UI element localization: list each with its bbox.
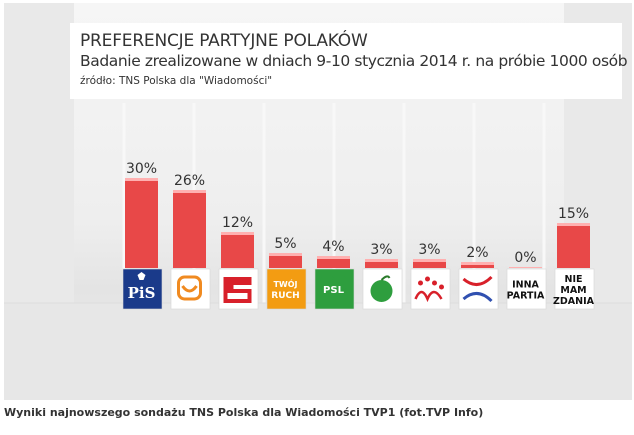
bar-chart: 30% PiS 26% 12% 5% TWÓJ RUCH 4% PSL 3% 3% 2% 0% INNAP… [122, 161, 595, 310]
chart-source: źródło: TNS Polska dla "Wiadomości" [80, 75, 273, 87]
bar-6 [413, 259, 446, 268]
bar-top-highlight-3 [269, 253, 302, 256]
value-label-6: 3% [418, 242, 440, 258]
po-logo [170, 268, 211, 310]
ruch-narodowy-logo [410, 268, 451, 310]
image-caption: Wyniki najnowszego sondażu TNS Polska dl… [4, 406, 484, 419]
bar-top-highlight-9 [557, 223, 590, 226]
value-label-8: 0% [514, 250, 536, 266]
value-label-2: 12% [222, 215, 253, 231]
value-label-9: 15% [558, 206, 589, 222]
chart-title: PREFERENCJE PARTYJNE POLAKÓW [80, 31, 368, 51]
value-label-1: 26% [174, 173, 205, 189]
value-label-5: 3% [370, 242, 392, 258]
twoj-ruch-logo: TWÓJ RUCH [266, 268, 307, 310]
bar-top-highlight-7 [461, 262, 494, 265]
svg-text:PSL: PSL [323, 285, 345, 296]
svg-text:INNA: INNA [512, 280, 539, 291]
bar-5 [365, 259, 398, 268]
bar-3 [269, 253, 302, 268]
value-label-7: 2% [466, 245, 488, 261]
bar-top-highlight-5 [365, 259, 398, 262]
polska-razem-logo [458, 268, 499, 310]
svg-text:PARTIA: PARTIA [507, 291, 545, 302]
value-label-4: 4% [322, 239, 344, 255]
bar-9 [557, 223, 590, 268]
svg-text:MAM: MAM [560, 285, 586, 296]
bar-1 [173, 190, 206, 268]
svg-text:NIE: NIE [565, 274, 583, 285]
title-panel [70, 23, 622, 99]
value-label-3: 5% [274, 236, 296, 252]
bar-2 [221, 232, 254, 268]
svg-text:ZDANIA: ZDANIA [553, 296, 595, 307]
bar-top-highlight-2 [221, 232, 254, 235]
bar-top-highlight-0 [125, 178, 158, 181]
svg-text:TWÓJ: TWÓJ [273, 278, 297, 289]
bar-top-highlight-4 [317, 256, 350, 259]
solidarna-polska-logo [362, 268, 403, 310]
svg-text:PiS: PiS [128, 284, 156, 302]
value-label-0: 30% [126, 161, 157, 177]
chart-subtitle: Badanie zrealizowane w dniach 9-10 stycz… [80, 52, 628, 70]
svg-text:RUCH: RUCH [271, 291, 299, 301]
pis-logo: PiS [122, 268, 163, 310]
bar-top-highlight-8 [509, 267, 542, 268]
chart-scene: PREFERENCJE PARTYJNE POLAKÓW Badanie zre… [4, 3, 632, 400]
bar-0 [125, 178, 158, 268]
sld-logo [218, 268, 259, 310]
psl-logo: PSL [314, 268, 355, 310]
bar-top-highlight-1 [173, 190, 206, 193]
bar-top-highlight-6 [413, 259, 446, 262]
